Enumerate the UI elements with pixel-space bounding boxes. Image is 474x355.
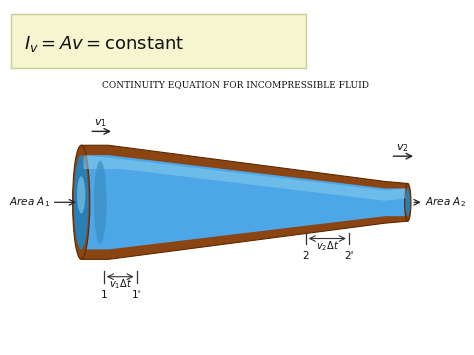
Text: $I_v = Av = \mathrm{constant}$: $I_v = Av = \mathrm{constant}$ xyxy=(25,34,185,54)
Ellipse shape xyxy=(77,176,85,213)
Ellipse shape xyxy=(73,145,90,260)
Ellipse shape xyxy=(74,155,89,250)
Text: CONTINUITY EQUATION FOR INCOMPRESSIBLE FLUID: CONTINUITY EQUATION FOR INCOMPRESSIBLE F… xyxy=(102,80,369,89)
Text: 1': 1' xyxy=(132,290,141,300)
Ellipse shape xyxy=(405,184,411,221)
Polygon shape xyxy=(81,145,408,260)
Polygon shape xyxy=(83,155,406,250)
Text: $v_1 \Delta t$: $v_1 \Delta t$ xyxy=(109,278,132,291)
Polygon shape xyxy=(83,155,406,201)
Text: 2': 2' xyxy=(344,251,354,261)
Text: Area $A_2$: Area $A_2$ xyxy=(425,195,465,209)
Text: $v_1$: $v_1$ xyxy=(94,117,107,129)
Text: 1: 1 xyxy=(100,290,107,300)
Text: Area $A_1$: Area $A_1$ xyxy=(9,195,50,209)
Text: $v_2 \Delta t$: $v_2 \Delta t$ xyxy=(316,239,339,253)
Ellipse shape xyxy=(94,161,107,244)
Text: 2: 2 xyxy=(302,251,309,261)
Text: $v_2$: $v_2$ xyxy=(396,142,409,154)
Ellipse shape xyxy=(406,189,410,216)
FancyBboxPatch shape xyxy=(11,14,306,69)
